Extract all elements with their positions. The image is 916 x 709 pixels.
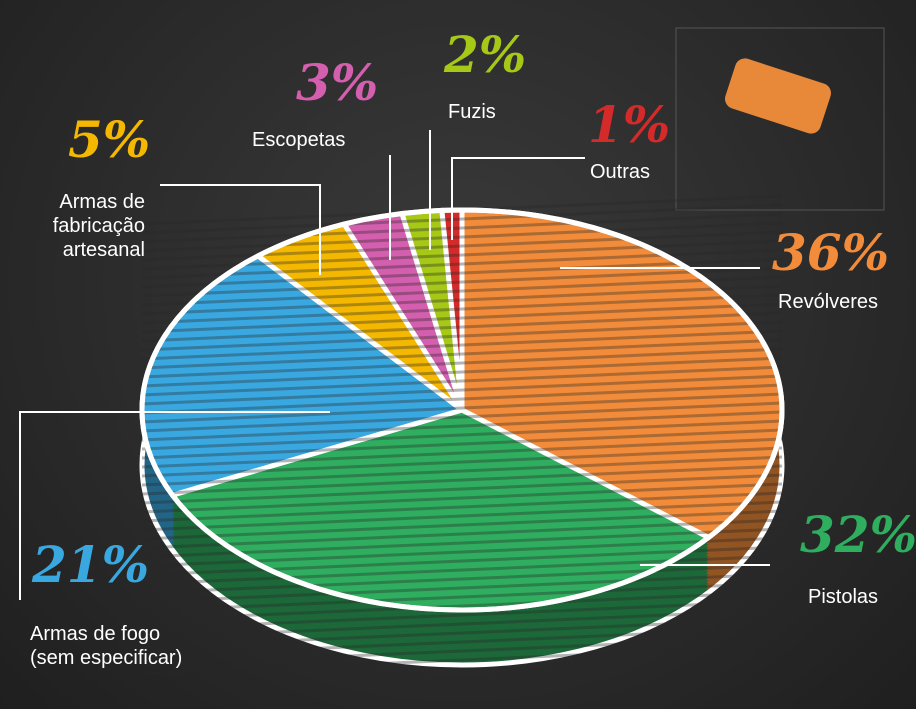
leader-line [160, 184, 321, 275]
chalk-hatch [141, 500, 783, 532]
leader-lines [19, 130, 770, 600]
percent-label: 21% [32, 535, 150, 594]
chalk-hatch [141, 239, 783, 271]
chalk-hatch [141, 311, 783, 343]
chalk-hatch [141, 230, 783, 262]
chalk-hatch [141, 581, 783, 613]
chalk-hatch [141, 599, 783, 631]
chalk-hatch [141, 329, 783, 361]
chalk-hatch [141, 293, 783, 325]
chalk-hatch [141, 401, 783, 433]
chalk-hatch [141, 392, 783, 424]
leader-line [451, 157, 585, 240]
category-label: Pistolas [808, 586, 879, 608]
chalk-hatch [141, 509, 783, 541]
chalk-hatch [141, 518, 783, 550]
chalk-hatch [141, 410, 783, 442]
category-label: Fuzis [448, 101, 496, 123]
category-label: Armas de fabricação artesanal [52, 191, 145, 261]
chalk-hatch [141, 248, 783, 280]
chalk-hatch [141, 473, 783, 505]
chalk-hatch [141, 590, 783, 622]
chalk-hatch [141, 644, 783, 676]
chalk-hatch [141, 374, 783, 406]
category-label: Revólveres [778, 291, 879, 313]
percent-label: 1% [588, 95, 671, 154]
chalk-hatch [141, 635, 783, 667]
chalk-hatch [141, 347, 783, 379]
percent-label: 32% [800, 505, 916, 564]
chalk-hatch [141, 284, 783, 316]
chalk-hatch [141, 275, 783, 307]
category-label: Armas de fogo (sem especificar) [30, 623, 183, 669]
pie-outline [139, 207, 785, 613]
chalk-hatch [141, 419, 783, 451]
chalk-hatch [141, 212, 783, 244]
chalk-hatch [141, 338, 783, 370]
chalk-hatch [141, 464, 783, 496]
percent-label: 36% [772, 223, 890, 282]
chalk-hatch [141, 365, 783, 397]
chalk-hatch [141, 428, 783, 460]
percent-label: 2% [444, 25, 527, 84]
chalk-hatch [141, 491, 783, 523]
chalk-hatch [141, 383, 783, 415]
chalk-hatch [141, 221, 783, 253]
leader-line [19, 411, 330, 600]
chalk-hatch [141, 482, 783, 514]
chalk-hatch [141, 302, 783, 334]
chalk [725, 58, 831, 134]
chalk-hatch [141, 266, 783, 298]
chalk-hatch [141, 545, 783, 577]
percent-label: 3% [296, 53, 379, 112]
percent-label: 5% [68, 110, 151, 169]
chalk-hatch [141, 572, 783, 604]
chalk-hatch [141, 320, 783, 352]
chalk-hatch [141, 527, 783, 559]
chalk-hatch [141, 203, 783, 235]
chalk-hatch [141, 446, 783, 478]
chalk-hatch [141, 608, 783, 640]
category-label: Outras [590, 161, 651, 183]
eraser-frame [675, 27, 885, 211]
chalk-hatch [141, 563, 783, 595]
category-label: Escopetas [252, 129, 346, 151]
chalk-hatch [141, 437, 783, 469]
chalk-hatch [141, 617, 783, 649]
chalk-hatch [141, 356, 783, 388]
chalk-hatch [141, 455, 783, 487]
chalk-hatch [141, 626, 783, 658]
